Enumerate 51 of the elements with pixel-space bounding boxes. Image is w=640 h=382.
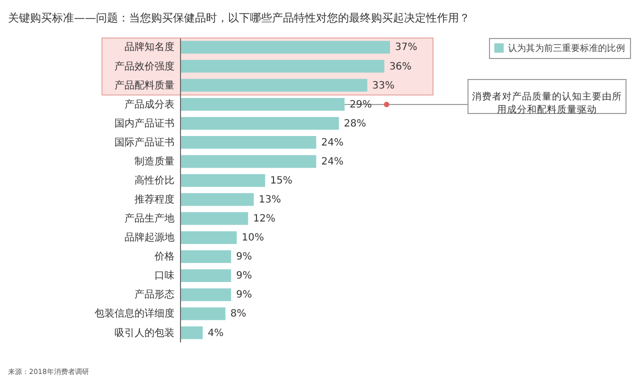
bar: [180, 231, 237, 244]
y-tick-label: 吸引人的包装: [114, 326, 174, 339]
y-tick-label: 品牌知名度: [124, 41, 174, 54]
data-label: 33%: [372, 80, 395, 92]
data-label: 8%: [230, 308, 246, 320]
data-label: 13%: [258, 194, 282, 206]
data-label: 36%: [389, 61, 412, 72]
y-tick-label: 产品成分表: [124, 98, 174, 110]
data-label: 4%: [208, 328, 224, 339]
y-tick-label: 口味: [154, 270, 174, 282]
bar: [180, 98, 345, 111]
y-tick-label: 推荐程度: [134, 194, 174, 206]
bar: [180, 40, 390, 54]
bar: [180, 60, 384, 73]
data-label: 9%: [236, 252, 252, 263]
y-tick-label: 产品生产地: [124, 212, 174, 225]
bar: [180, 117, 339, 130]
bar: [180, 269, 232, 282]
bar: [180, 250, 232, 263]
y-tick-label: 包装信息的详细度: [94, 308, 174, 320]
bar: [180, 212, 248, 225]
y-tick-label: 品牌起源地: [124, 232, 174, 244]
bar: [180, 78, 368, 92]
data-label: 9%: [236, 270, 252, 282]
y-tick-label: 产品配料质量: [114, 79, 174, 92]
y-tick-label: 国际产品证书: [114, 136, 174, 148]
data-label: 29%: [350, 99, 372, 110]
data-label: 12%: [253, 214, 276, 225]
bar: [180, 288, 232, 302]
legend-label: 认为其为前三重要标准的比例: [508, 43, 625, 54]
data-label: 9%: [236, 290, 252, 301]
annotation: 消费者对产品质量的认知主要由所用成分和配料质量驱动: [472, 90, 622, 116]
y-tick-label: 高性价比: [134, 174, 174, 186]
data-label: 24%: [321, 137, 344, 148]
y-tick-label: 制造质量: [134, 155, 174, 168]
data-label: 10%: [242, 232, 264, 244]
bar: [180, 136, 316, 149]
bar: [180, 155, 316, 168]
y-tick-label: 价格: [154, 250, 174, 263]
bar: [180, 326, 203, 340]
y-tick-label: 国内产品证书: [114, 117, 174, 130]
y-tick-label: 产品形态: [134, 288, 174, 301]
bar: [180, 307, 226, 320]
bar: [180, 174, 266, 187]
data-label: 28%: [344, 118, 366, 130]
data-label: 37%: [395, 42, 418, 54]
chart-title: 关键购买标准——问题：当您购买保健品时，以下哪些产品特性对您的最终购买起决定性作用？: [8, 12, 470, 24]
data-label: 15%: [270, 175, 292, 186]
bar: [180, 193, 254, 206]
y-tick-label: 产品效价强度: [114, 60, 174, 72]
data-label: 24%: [321, 156, 344, 168]
